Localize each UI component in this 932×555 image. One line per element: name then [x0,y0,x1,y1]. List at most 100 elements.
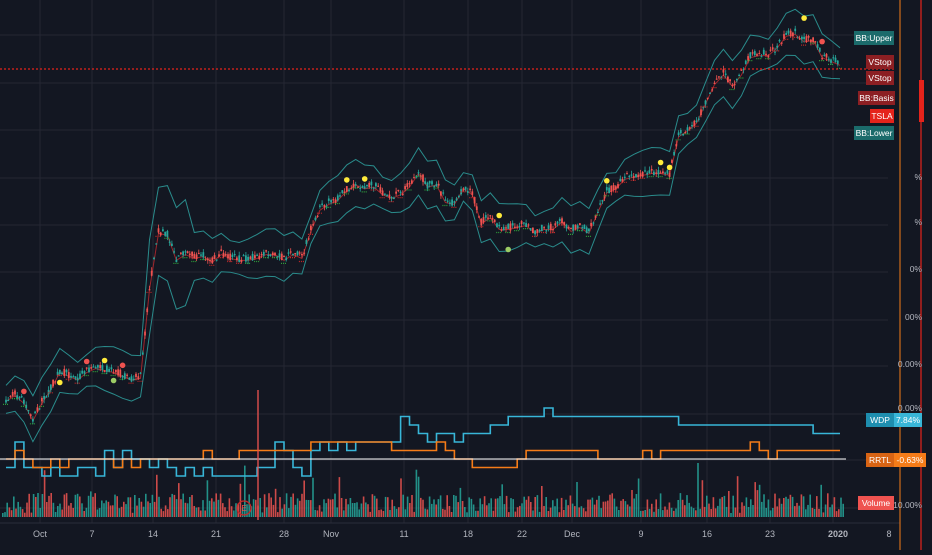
volume-bar [173,494,176,517]
volume-bar [279,497,281,517]
bb-upper-line [5,8,841,397]
candle-body [72,376,75,378]
candle-body [357,186,359,188]
candle-body [769,49,772,51]
volume-bar [171,493,173,517]
candle-body [141,352,144,355]
volume-bar [756,490,759,517]
volume-bar [400,478,402,517]
candle-body [724,73,727,75]
volume-bar [61,509,63,517]
candle-body [14,390,16,395]
signal-dot [505,246,512,253]
candle-body [419,175,422,178]
volume-bar [543,506,545,517]
volume-bar [351,503,354,517]
volume-bar [98,508,101,517]
volume-bar [417,476,420,517]
candle-body [213,255,216,259]
x-tick-label: 21 [211,529,221,539]
candle-body [424,181,427,184]
candle-body [686,127,689,131]
candle-body [451,199,453,206]
price-label-1: VStop [868,57,891,67]
candle-body [565,224,568,229]
candle-body [157,228,160,233]
volume-bar [607,500,609,517]
price-label-3: BB:Basis [859,93,894,103]
candle-body [482,217,485,223]
candle-body [469,188,471,190]
candle-body [397,189,400,192]
x-tick-label: 9 [638,529,643,539]
volume-bar [459,487,462,517]
candle-body [319,205,321,207]
candle-body [489,215,492,217]
volume-bar [422,499,424,517]
volume-bar [230,506,233,517]
candle-body [527,224,530,226]
candle-body [836,60,839,64]
candle-body [379,187,382,192]
volume-bar [587,499,589,517]
volume-bar [684,505,686,517]
candle-body [671,160,673,163]
volume-bar [541,486,543,517]
candle-body [688,127,691,129]
volume-bar [439,495,442,517]
volume-bar [180,499,182,517]
candle-body [588,228,590,232]
candle-body [792,32,794,37]
candle-body [823,54,826,56]
candle-body [321,203,323,205]
volume-bar [420,497,422,517]
candle-body [348,189,350,192]
volume-bar [635,494,638,517]
pct-tick-label: -10.00% [890,500,922,510]
candle-body [637,174,640,178]
candle-body [668,172,671,177]
volume-bar [266,507,268,517]
volume-bar [50,493,52,517]
volume-bar [28,493,30,517]
volume-bar [41,494,44,517]
candle-body [168,241,171,243]
candle-body [390,197,393,199]
candle-body [742,68,745,71]
candle-body [803,36,805,39]
signal-dots [21,15,825,395]
candle-body [150,270,153,276]
volume-bar [217,499,220,517]
candle-body [144,331,146,336]
volume-bar [105,500,107,517]
price-label-2: VStop [868,73,891,83]
candle-body [810,39,812,43]
candle-body [388,194,391,198]
volume-bar [70,503,72,517]
candle-body [493,219,496,223]
candle-body [711,89,714,91]
volume-bar [754,482,756,517]
pct-tick-label: 0.00% [898,359,923,369]
signal-dot [57,379,63,386]
candle-body [359,187,362,189]
volume-bar [615,506,618,517]
candle-body [740,69,743,71]
volume-bar [316,510,319,517]
volume-bar [83,511,85,517]
candle-body [164,231,167,236]
signal-dot [657,159,664,166]
volume-bar [481,504,484,517]
volume-bar [699,508,701,517]
candle-body [657,170,660,175]
volume-bar [831,504,833,517]
volume-bar [167,509,169,517]
volume-bar [186,503,189,517]
candle-body [758,53,761,55]
candle-body [666,170,669,174]
candle-body [507,224,510,229]
x-tick-label: 16 [702,529,712,539]
candle-body [440,191,442,196]
